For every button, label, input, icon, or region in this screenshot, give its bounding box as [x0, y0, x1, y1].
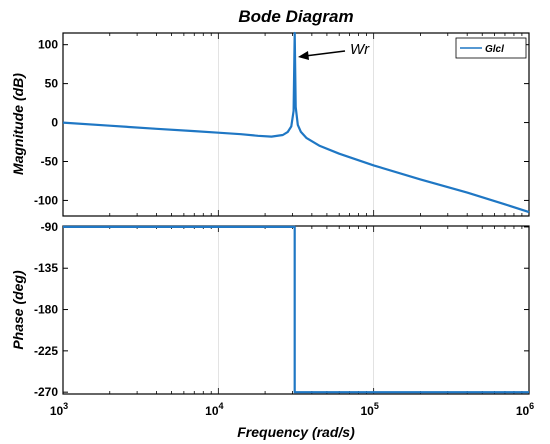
legend: Glcl	[455, 37, 527, 59]
magnitude-series	[62, 31, 530, 214]
magnitude-axis-label: Magnitude (dB)	[10, 73, 26, 175]
x-tick-label-exponent: 4	[219, 401, 224, 411]
x-tick-label-base: 10	[50, 404, 64, 418]
x-tick-label: 106	[516, 401, 534, 418]
magnitude-y-tick-label: 100	[38, 38, 58, 52]
phase-panel: -90 -135 -180 -225 -270 Phase (deg)	[10, 220, 530, 399]
magnitude-y-tick-label: 0	[51, 116, 58, 130]
x-axis-label: Frequency (rad/s)	[237, 424, 355, 440]
annotation-arrow	[304, 50, 346, 57]
x-tick-label: 105	[360, 401, 378, 418]
x-tick-label-exponent: 3	[63, 401, 68, 411]
x-tick-label-base: 10	[205, 404, 219, 418]
legend-label: Glcl	[485, 44, 504, 55]
x-tick-label-base: 10	[516, 404, 530, 418]
legend-box	[455, 37, 527, 59]
phase-series	[63, 225, 529, 394]
phase-y-tick-label: -270	[34, 385, 58, 399]
phase-series-line	[63, 225, 529, 394]
x-axis-ticks: 103 104 105 106	[50, 401, 534, 418]
magnitude-y-tick-label: 50	[45, 77, 59, 91]
phase-y-tick-label: -180	[34, 303, 58, 317]
chart-title: Bode Diagram	[238, 7, 353, 26]
x-tick-label-exponent: 5	[374, 401, 379, 411]
x-tick-label-exponent: 6	[529, 401, 534, 411]
phase-y-ticks: -90 -135 -180 -225 -270	[34, 220, 529, 399]
phase-y-tick-label: -90	[41, 220, 59, 234]
annotation-label: Wr	[350, 41, 370, 58]
x-tick-label: 104	[205, 401, 223, 418]
magnitude-series-line	[62, 31, 530, 214]
annotation-arrowhead	[298, 51, 309, 60]
magnitude-panel: 100 50 0 -50 -100 Magnitude (dB) Glcl Wr	[10, 31, 530, 217]
x-tick-label: 103	[50, 401, 68, 418]
phase-axis-label: Phase (deg)	[10, 270, 26, 350]
magnitude-y-ticks: 100 50 0 -50 -100	[34, 33, 529, 216]
magnitude-y-tick-label: -100	[34, 193, 58, 207]
phase-y-tick-label: -135	[34, 261, 58, 275]
x-tick-label-base: 10	[360, 404, 374, 418]
resonance-annotation: Wr	[298, 41, 370, 60]
phase-grid	[218, 226, 374, 394]
magnitude-grid	[218, 33, 374, 216]
phase-y-tick-label: -225	[34, 344, 58, 358]
magnitude-y-tick-label: -50	[41, 154, 59, 168]
phase-axes-box	[62, 225, 530, 395]
